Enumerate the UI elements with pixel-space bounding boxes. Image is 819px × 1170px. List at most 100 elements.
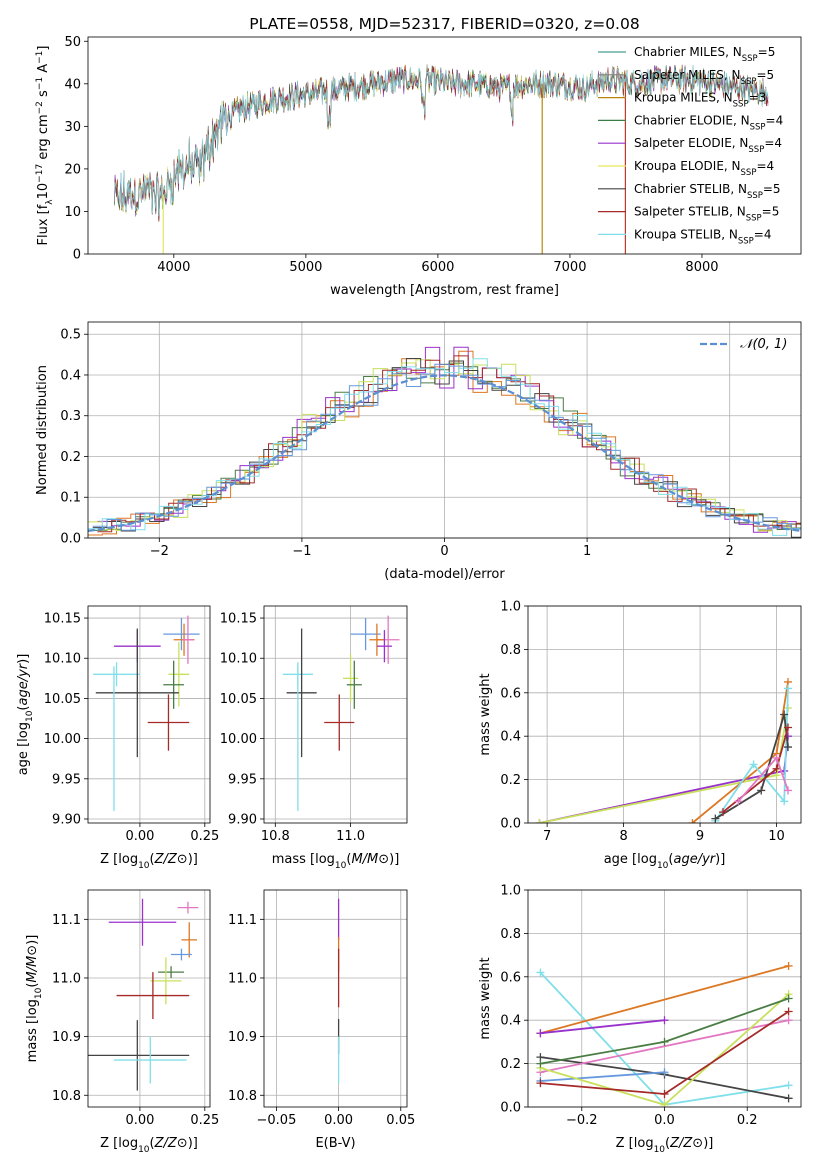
plot-area xyxy=(535,677,792,823)
data-point xyxy=(163,660,185,709)
x-tick-label: 5000 xyxy=(289,260,322,275)
y-tick-label: 11.0 xyxy=(228,971,257,986)
x-tick-label: 4000 xyxy=(157,260,190,275)
data-marker xyxy=(660,1089,669,1098)
y-axis-label: Normed distribution xyxy=(35,365,50,495)
panel-spectrum: 4000 5000 6000 7000 8000 0 10 20 30 40 50 xyxy=(64,35,802,275)
data-point xyxy=(181,922,198,958)
y-tick-label: 0.2 xyxy=(500,773,521,788)
y-tick-label: 0.8 xyxy=(500,643,521,658)
data-marker xyxy=(784,723,792,732)
data-marker xyxy=(780,797,789,806)
y-tick-label: 0.0 xyxy=(500,1101,521,1116)
axes-frame xyxy=(87,889,211,1108)
y-tick-label: 10.8 xyxy=(52,1089,81,1104)
data-point xyxy=(171,948,192,961)
panel-age_vs_Z: 0.00 0.25 9.90 9.95 10.00 10.05 10.10 10.15 xyxy=(44,605,219,844)
series-line xyxy=(540,1019,789,1074)
y-tick-label: 0.3 xyxy=(60,409,81,424)
data-point xyxy=(158,966,185,978)
y-axis-label: mass weight xyxy=(478,673,493,755)
y-tick-label: 11.1 xyxy=(52,913,81,928)
x-axis-label: age [log10(age/yr)] xyxy=(604,852,726,871)
legend-entry: Salpeter STELIB, NSSP=5 xyxy=(634,205,779,224)
axes-frame xyxy=(263,889,408,1108)
plot-area xyxy=(88,898,199,1091)
y-tick-label: 10.00 xyxy=(220,732,257,747)
data-marker xyxy=(660,1037,669,1046)
data-marker xyxy=(772,753,781,762)
x-axis-label: mass [log10(M/M⊙)] xyxy=(272,852,400,871)
y-tick-label: 0.4 xyxy=(500,730,521,745)
data-marker xyxy=(784,994,793,1003)
x-tick-label: 7000 xyxy=(553,260,586,275)
data-marker xyxy=(784,1081,793,1090)
data-point xyxy=(350,618,381,651)
legend-entry: Kroupa MILES, NSSP=3 xyxy=(634,91,766,110)
y-tick-label: 10.00 xyxy=(44,732,81,747)
data-point xyxy=(95,628,179,758)
y-tick-label: 10.9 xyxy=(52,1030,81,1045)
data-marker xyxy=(784,786,792,795)
y-tick-label: 10.9 xyxy=(228,1030,257,1045)
data-point xyxy=(182,615,194,664)
legend-entry: Chabrier STELIB, NSSP=5 xyxy=(634,182,781,201)
plot-area xyxy=(88,346,801,538)
y-axis-label: mass weight xyxy=(478,957,493,1039)
y-axis-label: age [log10(age/yr)] xyxy=(16,654,35,776)
x-tick-label: 6000 xyxy=(421,260,454,275)
y-tick-label: 9.95 xyxy=(228,772,257,787)
plot-area xyxy=(93,615,200,811)
y-tick-label: 0.4 xyxy=(500,1014,521,1029)
data-point xyxy=(88,1020,190,1091)
histogram-step xyxy=(92,358,801,538)
panel-residuals: −2 −1 0 1 2 0.0 0.1 0.2 0.3 0.4 0.5 xyxy=(60,321,802,559)
x-tick-label: 8 xyxy=(619,829,627,844)
y-tick-label: 11.0 xyxy=(52,971,81,986)
legend-entry: Salpeter ELODIE, NSSP=4 xyxy=(634,136,782,155)
data-point xyxy=(168,642,190,707)
data-marker xyxy=(719,808,727,817)
panel-weight_vs_age: 7 8 9 10 0.0 0.2 0.4 0.6 0.8 1.0 xyxy=(500,600,802,844)
legend: Chabrier MILES, NSSP=5 Salpeter MILES, NS… xyxy=(598,45,783,246)
x-tick-label: −1 xyxy=(292,544,311,559)
series-line xyxy=(540,965,789,1035)
series-line xyxy=(540,1019,665,1035)
y-tick-label: 0.1 xyxy=(60,491,81,506)
data-marker xyxy=(536,1029,545,1038)
y-tick-label: 0.0 xyxy=(500,817,521,832)
data-marker xyxy=(757,786,766,795)
data-point xyxy=(113,1036,187,1084)
data-marker xyxy=(784,684,792,693)
gaussian-curve xyxy=(88,374,801,532)
data-marker xyxy=(784,1016,793,1025)
spectrum-line xyxy=(114,65,769,217)
data-marker xyxy=(660,1100,669,1107)
histogram-step xyxy=(92,363,801,531)
series-line xyxy=(540,1071,665,1082)
y-tick-label: 0.6 xyxy=(500,970,521,985)
data-marker xyxy=(660,1068,669,1077)
plot-area xyxy=(536,961,793,1107)
data-marker xyxy=(784,743,792,752)
x-tick-label: 11.0 xyxy=(336,829,365,844)
y-tick-label: 9.90 xyxy=(52,812,81,827)
axes-frame xyxy=(527,889,802,1108)
x-tick-label: 7 xyxy=(543,829,551,844)
x-tick-label: −2 xyxy=(150,544,169,559)
data-point xyxy=(286,628,317,758)
x-tick-label: 0.2 xyxy=(737,1113,758,1128)
data-marker xyxy=(780,710,789,719)
x-tick-label: 1 xyxy=(583,544,591,559)
x-axis-label: Z [log10(Z/Z⊙)] xyxy=(100,1136,198,1155)
data-marker xyxy=(784,1094,793,1103)
x-tick-label: 0.25 xyxy=(190,829,219,844)
data-point xyxy=(150,957,182,1005)
y-tick-label: 10.05 xyxy=(44,692,81,707)
histogram-step xyxy=(97,346,801,533)
y-tick-label: 20 xyxy=(64,162,81,177)
y-tick-label: 10.10 xyxy=(44,652,81,667)
x-axis-label: (data-model)/error xyxy=(384,567,505,582)
x-axis-label: E(B-V) xyxy=(315,1136,355,1151)
